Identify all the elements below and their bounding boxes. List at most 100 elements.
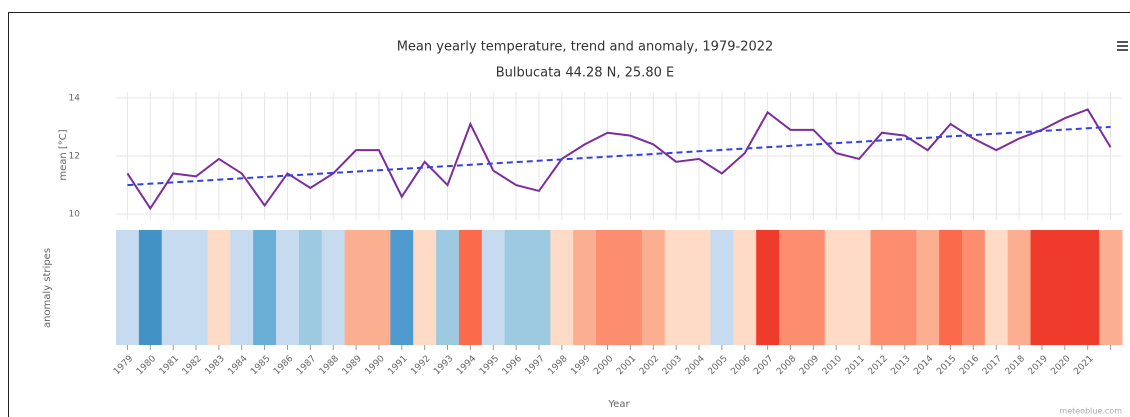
x-tick-label: 2017 xyxy=(981,354,1004,377)
chart-subtitle: Bulbucata 44.28 N, 25.80 E xyxy=(496,66,674,81)
x-tick-label: 1996 xyxy=(501,354,524,377)
menu-icon[interactable] xyxy=(1117,41,1128,51)
anomaly-stripe xyxy=(870,230,894,345)
mean-line xyxy=(126,108,1112,211)
frame xyxy=(8,12,1130,417)
stripes-label: anomaly stripes xyxy=(42,248,53,328)
x-tick-label: 1985 xyxy=(249,354,272,377)
chart-title: Mean yearly temperature, trend and anoma… xyxy=(397,40,774,55)
anomaly-stripe xyxy=(458,230,483,345)
x-tick-label: 1989 xyxy=(341,354,364,377)
x-tick-label: 2003 xyxy=(661,354,684,377)
x-tick-label: 1994 xyxy=(455,354,478,377)
anomaly-stripe xyxy=(1099,230,1123,345)
anomaly-stripe xyxy=(824,230,849,345)
anomaly-stripe xyxy=(1076,230,1100,345)
anomaly-stripe xyxy=(116,230,140,345)
x-tick-label: 1983 xyxy=(204,354,227,377)
x-tick-label: 1986 xyxy=(272,354,295,377)
x-axis-label: Year xyxy=(607,399,630,410)
y-tick-label: 10 xyxy=(69,210,81,220)
x-tick-label: 2018 xyxy=(1004,354,1027,377)
y-tick-label: 12 xyxy=(69,152,80,162)
anomaly-stripe xyxy=(550,230,574,345)
anomaly-stripe xyxy=(893,230,917,345)
anomaly-stripe xyxy=(756,230,780,345)
anomaly-stripe xyxy=(939,230,963,345)
x-tick-label: 2001 xyxy=(615,354,638,377)
x-tick-label: 2007 xyxy=(752,354,775,377)
x-tick-label: 1993 xyxy=(432,354,455,377)
anomaly-stripe xyxy=(253,230,277,345)
x-tick-label: 1990 xyxy=(364,354,387,377)
y-tick-label: 14 xyxy=(69,93,81,103)
anomaly-stripe xyxy=(847,230,871,345)
anomaly-stripe xyxy=(207,230,231,345)
x-tick-label: 1992 xyxy=(409,354,432,377)
x-tick-label: 2000 xyxy=(592,354,615,377)
anomaly-stripe xyxy=(344,230,368,345)
anomaly-stripe xyxy=(436,230,460,345)
anomaly-stripe xyxy=(276,230,300,345)
x-tick-label: 2014 xyxy=(912,354,935,377)
anomaly-stripe xyxy=(1007,230,1032,345)
anomaly-stripe xyxy=(1030,230,1054,345)
x-tick-label: 2020 xyxy=(1049,354,1072,377)
x-tick-label: 2006 xyxy=(729,354,752,377)
anomaly-stripe xyxy=(321,230,346,345)
credit: meteoblue.com xyxy=(1059,407,1122,416)
x-tick-label: 2012 xyxy=(867,354,890,377)
anomaly-stripe xyxy=(733,230,757,345)
anomaly-stripe xyxy=(916,230,940,345)
x-tick-label: 2005 xyxy=(707,354,730,377)
anomaly-stripe xyxy=(664,230,689,345)
x-tick-label: 2004 xyxy=(684,354,707,377)
y-axis-label: mean [°C] xyxy=(58,129,69,180)
x-tick-label: 1982 xyxy=(181,354,204,377)
anomaly-stripe xyxy=(710,230,734,345)
anomaly-stripe xyxy=(1053,230,1077,345)
anomaly-stripe xyxy=(413,230,437,345)
anomaly-stripe xyxy=(527,230,551,345)
x-tick-label: 2021 xyxy=(1072,354,1095,377)
anomaly-stripe xyxy=(779,230,803,345)
x-tick-label: 1988 xyxy=(318,354,341,377)
x-tick-label: 2011 xyxy=(844,354,867,377)
x-tick-label: 2019 xyxy=(1027,354,1050,377)
anomaly-stripe xyxy=(367,230,391,345)
x-tick-label: 1997 xyxy=(524,354,547,377)
anomaly-stripe xyxy=(573,230,597,345)
anomaly-stripe xyxy=(504,230,529,345)
anomaly-stripe xyxy=(390,230,414,345)
anomaly-stripe xyxy=(619,230,643,345)
anomaly-stripe xyxy=(801,230,826,345)
x-tick-label: 2016 xyxy=(958,354,981,377)
anomaly-stripe xyxy=(596,230,620,345)
x-tick-label: 2015 xyxy=(935,354,958,377)
x-tick-label: 1987 xyxy=(295,354,318,377)
x-tick-label: 1995 xyxy=(478,354,501,377)
anomaly-stripe xyxy=(298,230,323,345)
x-tick-label: 1991 xyxy=(386,354,409,377)
x-tick-label: 1981 xyxy=(158,354,181,377)
x-tick-label: 2010 xyxy=(821,354,844,377)
anomaly-stripe xyxy=(230,230,254,345)
anomaly-stripe xyxy=(687,230,711,345)
anomaly-stripe xyxy=(641,230,666,345)
x-tick-label: 2013 xyxy=(889,354,912,377)
x-tick-label: 2008 xyxy=(775,354,798,377)
anomaly-stripe xyxy=(961,230,986,345)
x-tick-label: 2009 xyxy=(798,354,821,377)
x-tick-label: 1999 xyxy=(569,354,592,377)
x-tick-label: 1984 xyxy=(226,354,249,377)
x-tick-label: 1998 xyxy=(546,354,569,377)
trend-line xyxy=(127,125,1111,187)
anomaly-stripe xyxy=(184,230,208,345)
anomaly-stripe xyxy=(161,230,186,345)
x-tick-label: 2002 xyxy=(638,354,661,377)
x-tick-label: 1980 xyxy=(135,354,158,377)
x-tick-label: 1979 xyxy=(112,354,135,377)
anomaly-stripe xyxy=(138,230,163,345)
anomaly-stripe xyxy=(984,230,1009,345)
